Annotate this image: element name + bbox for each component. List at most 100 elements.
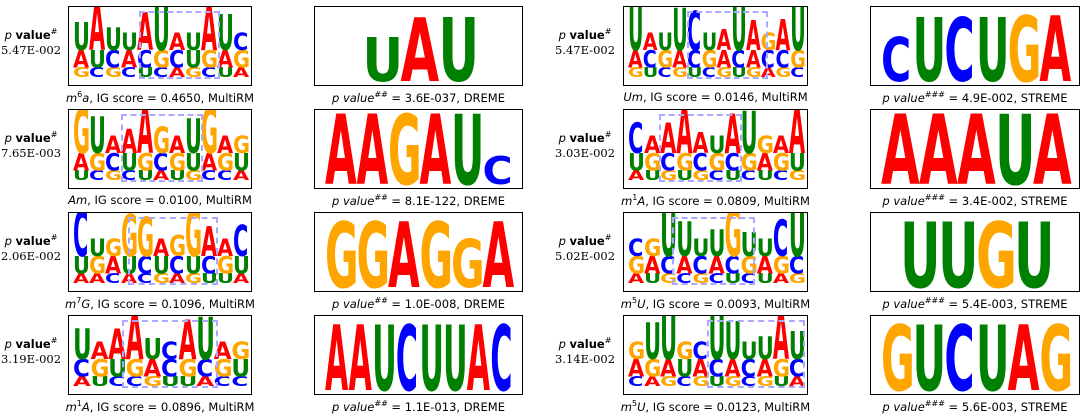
- p-value-label: p value: [882, 90, 925, 105]
- logo-letter-U: U: [217, 66, 234, 81]
- logo-letter-C: C: [687, 7, 701, 63]
- logo-letter-U: U: [108, 354, 127, 383]
- logo-letter-A: A: [121, 122, 137, 162]
- mod-base: G: [81, 296, 91, 311]
- logo-letter-A: A: [73, 149, 90, 177]
- logo-letter-U: U: [153, 252, 170, 280]
- p-value-block: p value# 5.47E-002: [0, 24, 62, 58]
- logo-letter-C: C: [105, 46, 120, 74]
- logo-letter-A: A: [153, 169, 170, 184]
- logo-letter-A: A: [179, 316, 197, 372]
- p-value-label: p: [4, 27, 16, 42]
- mod-base: A: [637, 193, 646, 208]
- logo-letter-C: C: [201, 169, 216, 184]
- motif-letter-A: A: [1008, 316, 1040, 396]
- caption-text: , IG score = 0.0896, MultiRM: [89, 399, 255, 414]
- ig-caption: m1A, IG score = 0.0896, MultiRM: [58, 399, 262, 414]
- logo-letter-U: U: [789, 324, 806, 369]
- p-value-word: value: [569, 130, 605, 145]
- p-value: 5.02E-002: [554, 248, 616, 263]
- logo-letter-U: U: [687, 65, 702, 80]
- significance-marker: #: [50, 336, 58, 345]
- logo-letter-G: G: [169, 149, 186, 177]
- p-value-heading: p value#: [0, 127, 62, 146]
- logo-letter-U: U: [790, 7, 806, 66]
- logo-letter-A: A: [761, 65, 776, 80]
- p-value-block: p value# 3.19E-002: [0, 333, 62, 367]
- logo-letter-A: A: [121, 46, 138, 74]
- logo-letter-G: G: [217, 252, 234, 280]
- p-value-block: p value# 5.47E-002: [554, 24, 616, 58]
- logo-letter-C: C: [790, 65, 804, 80]
- motif-caption: p value## = 3.6E-037, DREME: [309, 90, 528, 105]
- logo-letter-U: U: [644, 272, 661, 287]
- logo-letter-A: A: [233, 66, 250, 81]
- logo-letter-G: G: [214, 354, 233, 383]
- logo-letter-A: A: [91, 336, 110, 365]
- logo-letter-A: A: [628, 272, 645, 287]
- logo-letter-C: C: [702, 65, 716, 80]
- motif-logo-svg: UA U: [363, 7, 480, 87]
- logo-letter-C: C: [89, 169, 104, 184]
- logo-letter-U: U: [196, 316, 215, 373]
- logo-letter-A: A: [628, 46, 643, 74]
- motif-highlight-box: [686, 11, 769, 79]
- logo-letter-G: G: [644, 355, 661, 383]
- motif-letter-U: U: [443, 316, 467, 396]
- logo-letter-U: U: [231, 354, 250, 383]
- motif-caption: p value## = 1.0E-008, DREME: [309, 296, 528, 311]
- motif-highlight-box: [659, 114, 743, 182]
- logo-letter-C: C: [161, 354, 178, 383]
- p-value-heading: p value#: [554, 230, 616, 249]
- motif-logo-svg: GGA GGA: [325, 213, 514, 293]
- p-value-label: p: [558, 233, 570, 248]
- p-value-word: value: [15, 27, 51, 42]
- logo-letter-C: C: [725, 252, 740, 280]
- logo-letter-A: A: [73, 272, 90, 287]
- motif-letter-C: C: [483, 149, 513, 190]
- mod-name: m: [621, 193, 633, 208]
- logo-letter-U: U: [692, 234, 709, 262]
- logo-letter-A: A: [73, 375, 91, 390]
- mod-name: m: [65, 90, 78, 105]
- logo-letter-U: U: [628, 149, 645, 177]
- motif-logo-svg: A A GA UC: [325, 110, 513, 190]
- logo-letter-U: U: [741, 110, 758, 167]
- motif-letter-U: U: [913, 7, 946, 87]
- logo-letter-A: A: [692, 355, 709, 383]
- logo-letter-C: C: [137, 272, 152, 287]
- p-value-heading: p value#: [554, 127, 616, 146]
- logo-letter-A: A: [757, 149, 774, 177]
- logo-letter-A: A: [217, 234, 234, 262]
- mod-base: U: [637, 399, 646, 414]
- significance-marker: #: [50, 130, 58, 139]
- logo-letter-C: C: [725, 149, 740, 177]
- logo-letter-U: U: [757, 234, 774, 262]
- motif-letter-C: C: [490, 316, 512, 396]
- motif-letter-U: U: [439, 7, 480, 87]
- logo-letter-G: G: [185, 272, 202, 287]
- caption-text: , IG score = 0.0093, MultiRM: [645, 296, 811, 311]
- ig-caption: Um, IG score = 0.0146, MultiRM: [613, 90, 818, 104]
- p-value-word: value: [569, 233, 605, 248]
- motif-letter-A: A: [919, 110, 958, 190]
- p-value: 5.47E-002: [0, 42, 62, 57]
- logo-letter-U: U: [757, 331, 774, 368]
- logo-letter-A: A: [196, 375, 214, 390]
- logo-letter-U: U: [658, 29, 674, 57]
- logo-letter-A: A: [660, 114, 677, 163]
- logo-letter-A: A: [73, 46, 90, 74]
- logo-letter-A: A: [773, 316, 789, 375]
- logo-letter-U: U: [725, 316, 742, 372]
- motif-highlight-box: [122, 320, 219, 388]
- motif-letter-U: U: [938, 213, 979, 293]
- motif-caption: p value### = 5.4E-003, STREME: [865, 296, 1080, 311]
